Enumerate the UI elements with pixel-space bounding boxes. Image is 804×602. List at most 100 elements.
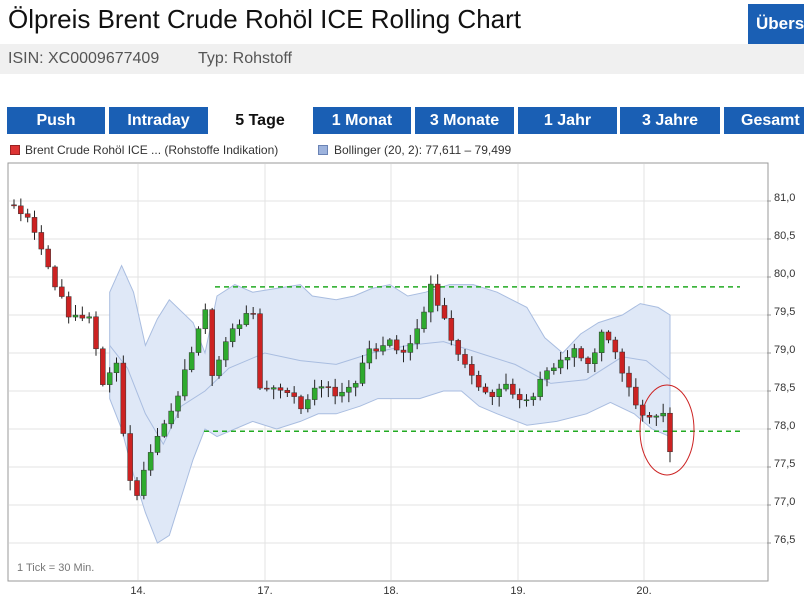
candle-up: [428, 283, 434, 313]
candle-up: [346, 386, 352, 393]
y-tick-label: 77,5: [774, 458, 795, 470]
tick-interval-note: 1 Tick = 30 Min.: [17, 562, 94, 574]
candle-up: [407, 343, 414, 353]
y-tick-label: 78,0: [774, 420, 795, 432]
candle-down: [489, 391, 496, 397]
x-axis: 14. 17. 18. 19. 20.: [130, 585, 651, 597]
y-tick-label: 77,0: [774, 496, 795, 508]
candle-down: [400, 349, 407, 353]
candle-up: [421, 311, 427, 330]
candle-up: [660, 412, 666, 417]
candle-down: [667, 412, 673, 453]
candle-up: [564, 357, 571, 361]
candle-down: [11, 204, 17, 207]
x-tick-label: 20.: [636, 585, 651, 597]
candle-up: [366, 348, 373, 364]
candle-down: [250, 313, 256, 315]
candle-up: [86, 316, 92, 319]
tab-3-jahre[interactable]: 3 Jahre: [620, 107, 720, 134]
candle-down: [393, 339, 400, 351]
candle-up: [311, 387, 318, 400]
x-tick-label: 14.: [130, 585, 145, 597]
candle-down: [462, 354, 468, 365]
candle-down: [93, 316, 99, 350]
candle-up: [72, 314, 79, 318]
candle-down: [65, 296, 72, 318]
candle-up: [503, 383, 509, 390]
candle-up: [537, 378, 543, 397]
y-tick-label: 79,5: [774, 306, 795, 318]
candle-up: [113, 362, 120, 373]
candle-down: [373, 348, 379, 352]
tab-3-monate[interactable]: 3 Monate: [415, 107, 514, 134]
candle-down: [633, 386, 639, 406]
candle-up: [154, 436, 161, 453]
series-swatch: [10, 145, 20, 155]
overview-button[interactable]: Übers: [748, 4, 804, 44]
chart-legend: Brent Crude Rohöl ICE ... (Rohstoffe Ind…: [0, 140, 804, 160]
tab-intraday[interactable]: Intraday: [109, 107, 208, 134]
tab-1-jahr[interactable]: 1 Jahr: [518, 107, 617, 134]
candle-down: [45, 248, 51, 268]
candle-down: [277, 387, 284, 391]
candle-down: [38, 232, 45, 250]
candle-up: [352, 383, 359, 388]
tab-1-monat[interactable]: 1 Monat: [313, 107, 411, 134]
y-tick-label: 79,0: [774, 344, 795, 356]
candle-up: [202, 309, 209, 330]
y-tick-label: 78,5: [774, 382, 795, 394]
candle-up: [161, 423, 168, 437]
candle-down: [284, 390, 291, 393]
candle-up: [544, 370, 550, 380]
candle-up: [182, 369, 188, 397]
candle-up: [592, 352, 598, 364]
candle-down: [516, 394, 523, 401]
candle-up: [318, 386, 325, 389]
candle-down: [578, 348, 584, 359]
candle-down: [79, 314, 86, 319]
candle-up: [653, 415, 660, 418]
type-label: Typ: Rohstoff: [198, 50, 292, 67]
candle-up: [523, 399, 530, 402]
candle-up: [216, 359, 222, 376]
y-tick-label: 81,0: [774, 192, 795, 204]
x-tick-label: 17.: [257, 585, 272, 597]
candle-down: [469, 364, 475, 376]
candle-up: [571, 348, 578, 358]
candle-down: [209, 309, 215, 376]
candle-up: [141, 469, 147, 496]
y-tick-label: 80,5: [774, 230, 795, 242]
instrument-info-bar: ISIN: XC0009677409 Typ: Rohstoff: [0, 44, 804, 74]
candle-down: [264, 387, 270, 390]
tab-5-tage[interactable]: 5 Tage: [211, 107, 309, 134]
candle-down: [18, 205, 24, 215]
candle-down: [605, 331, 612, 341]
candle-up: [236, 324, 243, 329]
candle-up: [270, 387, 277, 390]
candle-down: [455, 340, 461, 355]
candle-up: [106, 372, 113, 385]
candlesticks: [11, 198, 673, 501]
y-tick-label: 80,0: [774, 268, 795, 280]
candle-up: [147, 452, 154, 471]
candle-up: [243, 313, 250, 325]
x-tick-label: 18.: [383, 585, 398, 597]
candle-down: [448, 318, 455, 341]
candle-up: [168, 410, 174, 425]
candle-down: [332, 386, 338, 397]
tab-push[interactable]: Push: [7, 107, 105, 134]
candle-down: [298, 396, 304, 410]
candle-down: [31, 217, 38, 233]
candle-up: [188, 352, 195, 371]
highlight-circle: [639, 384, 695, 476]
candle-down: [482, 386, 489, 393]
candle-down: [59, 286, 65, 297]
candle-up: [598, 331, 605, 353]
candle-up: [195, 328, 202, 353]
tab-gesamt[interactable]: Gesamt: [724, 107, 804, 134]
legend-series-label: Brent Crude Rohöl ICE ... (Rohstoffe Ind…: [25, 143, 279, 157]
candle-down: [475, 375, 482, 388]
candle-up: [339, 391, 345, 397]
candle-up: [223, 341, 229, 361]
candle-up: [229, 328, 236, 342]
